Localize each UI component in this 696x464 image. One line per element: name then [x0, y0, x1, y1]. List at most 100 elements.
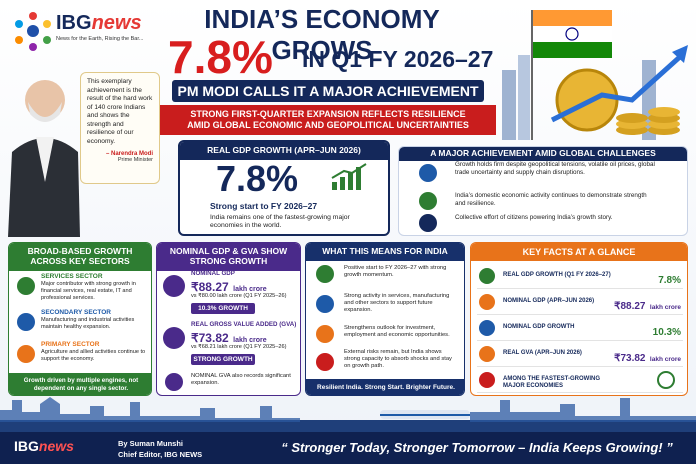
fact-value-wrap: 10.3% — [653, 322, 681, 340]
decoration — [17, 345, 35, 363]
sectors-footer: Growth driven by multiple engines, not d… — [9, 373, 151, 395]
byline-role: Chief Editor, IBG NEWS — [118, 450, 203, 459]
brand-name-1: IBG — [56, 12, 92, 34]
gdp-box: REAL GDP GROWTH (APR–JUN 2026) 7.8% Stro… — [178, 140, 390, 236]
sector-title: PRIMARY SECTOR — [41, 341, 100, 348]
fact-label: AMONG THE FASTEST-GROWING MAJOR ECONOMIE… — [503, 376, 600, 390]
decoration — [163, 327, 185, 349]
gdp-value: 7.8% — [216, 158, 299, 199]
fact-row: REAL GDP GROWTH (Q1 FY 2026–27) 7.8% — [477, 265, 683, 289]
nominal-unit: lakh crore — [233, 337, 267, 344]
headline-rest: IN Q1 FY 2026–27 — [302, 46, 494, 72]
fact-value-wrap: ₹88.27 lakh crore — [614, 296, 681, 314]
headline-value: 7.8% — [168, 31, 273, 83]
fact-label: NOMINAL GDP (APR–JUN 2026) — [503, 298, 595, 304]
decoration — [356, 167, 361, 190]
decoration — [165, 373, 183, 391]
decoration — [419, 192, 437, 210]
decoration — [15, 36, 23, 44]
decoration — [163, 275, 185, 297]
footer-brand: IBGnews — [14, 438, 74, 454]
fact-icon — [479, 320, 495, 336]
skyline — [0, 397, 696, 432]
decoration — [648, 107, 680, 117]
fact-value: ₹88.27 — [614, 301, 646, 312]
sector-text: Agriculture and allied activities contin… — [41, 349, 146, 362]
brand-name-2: news — [38, 438, 74, 454]
challenges-box: A MAJOR ACHIEVEMENT AMID GLOBAL CHALLENG… — [398, 146, 688, 236]
decoration — [25, 80, 65, 120]
decoration — [316, 295, 334, 313]
decoration — [532, 26, 612, 42]
challenge-item: Growth holds firm despite geopolitical t… — [455, 161, 655, 176]
decoration — [550, 53, 684, 123]
challenges-title: A MAJOR ACHIEVEMENT AMID GLOBAL CHALLENG… — [399, 147, 687, 161]
decoration — [331, 163, 367, 179]
tagline: News for the Earth, Rising the Bar... — [56, 36, 144, 42]
fact-value-wrap: ₹73.82 lakh crore — [614, 348, 681, 366]
nominal-title: NOMINAL GDP & GVA SHOW STRONG GROWTH — [157, 243, 300, 271]
decoration — [17, 277, 35, 295]
decoration — [502, 70, 516, 140]
decoration — [332, 182, 337, 190]
decoration — [43, 20, 51, 28]
slogan: “ Stronger Today, Stronger Tomorrow – In… — [281, 440, 673, 455]
facts-title: KEY FACTS AT A GLANCE — [471, 243, 687, 262]
sectors-title: BROAD-BASED GROWTH ACROSS KEY SECTORS — [9, 243, 151, 271]
challenge-item: Collective effort of citizens powering I… — [455, 214, 613, 221]
fact-value: 10.3% — [652, 327, 681, 338]
decoration — [518, 55, 530, 140]
fact-row: NOMINAL GDP GROWTH 10.3% — [477, 317, 683, 341]
meaning-item: Strong activity in services, manufacturi… — [344, 293, 450, 314]
flag-and-growth-art — [502, 10, 688, 140]
fact-label: REAL GVA (APR–JUN 2026) — [503, 350, 582, 356]
meaning-item: External risks remain, but India shows s… — [344, 349, 452, 370]
fact-value: ₹73.82 — [614, 353, 646, 364]
decoration — [616, 113, 648, 123]
decoration — [0, 397, 300, 422]
fact-row: NOMINAL GDP (APR–JUN 2026) ₹88.27 lakh cr… — [477, 291, 683, 315]
fact-label: REAL GDP GROWTH (Q1 FY 2026–27) — [503, 272, 611, 278]
fact-row: REAL GVA (APR–JUN 2026) ₹73.82 lakh crore — [477, 343, 683, 367]
byline: By Suman Munshi — [118, 439, 184, 448]
decoration — [672, 45, 688, 63]
sector-text: Manufacturing and industrial activities … — [41, 317, 135, 330]
fact-value: 7.8% — [658, 275, 681, 286]
decoration — [17, 313, 35, 331]
decoration — [29, 12, 37, 20]
gdp-caption: Strong start to FY 2026–27 — [210, 201, 318, 211]
nominal-label: NOMINAL GDP — [191, 270, 235, 277]
fact-icon — [479, 294, 495, 310]
decoration — [8, 138, 80, 237]
banner: STRONG FIRST-QUARTER EXPANSION REFLECTS … — [160, 105, 496, 135]
sector-text: Major contributor with strong growth in … — [41, 281, 136, 301]
decoration — [340, 177, 345, 190]
portrait — [8, 80, 80, 237]
facts-panel: KEY FACTS AT A GLANCE REAL GDP GROWTH (Q… — [470, 242, 688, 396]
nominal-value: ₹88.27 — [191, 280, 229, 294]
gdp-note: India remains one of the fastest-growing… — [210, 214, 350, 230]
nominal-compare: vs ₹68.21 lakh crore (Q1 FY 2025–26) — [191, 344, 287, 350]
title: INDIA’S ECONOMY GROWS — [204, 4, 440, 65]
subtitle: PM MODI CALLS IT A MAJOR ACHIEVEMENT — [172, 80, 484, 102]
decoration — [0, 420, 696, 432]
decoration — [316, 353, 334, 371]
nominal-badge: STRONG GROWTH — [191, 354, 255, 365]
quote-text: This exemplary achievement is the result… — [87, 78, 153, 145]
decoration — [419, 214, 437, 232]
decoration — [316, 265, 334, 283]
fact-icon — [479, 268, 495, 284]
brand-name-2: news — [91, 12, 142, 34]
quote-box: This exemplary achievement is the result… — [80, 72, 160, 184]
decoration — [532, 42, 612, 58]
decoration — [565, 27, 579, 41]
decoration — [28, 102, 62, 122]
check-icon — [657, 371, 675, 389]
decoration — [43, 36, 51, 44]
decoration — [419, 164, 437, 182]
meaning-title: WHAT THIS MEANS FOR INDIA — [306, 243, 464, 261]
decoration — [15, 20, 23, 28]
decoration — [27, 25, 39, 37]
fact-unit: lakh crore — [649, 304, 681, 311]
